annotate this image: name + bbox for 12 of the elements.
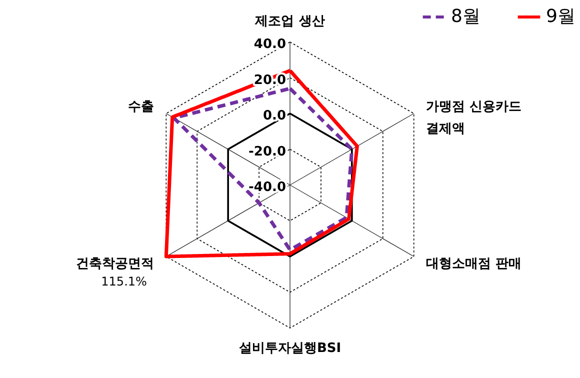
spoke-label: 수출 <box>128 100 154 114</box>
spoke-label: 가맹점 신용카드 결제액 <box>426 100 522 136</box>
spoke-label: 대형소매점 판매 <box>426 256 522 272</box>
y-tick-label: 40.0 <box>254 37 286 52</box>
legend-label: 9월 <box>546 6 576 27</box>
y-tick-label: -40.0 <box>248 180 286 195</box>
spoke-label: 제조업 생산 <box>254 14 325 29</box>
y-tick-label: -20.0 <box>248 144 286 160</box>
text: 115.1% <box>101 274 147 288</box>
legend-label: 8월 <box>451 6 480 27</box>
spoke-label: 건축착공면적 <box>76 256 154 272</box>
spoke-label: 설비투자실행BSI <box>238 341 342 356</box>
